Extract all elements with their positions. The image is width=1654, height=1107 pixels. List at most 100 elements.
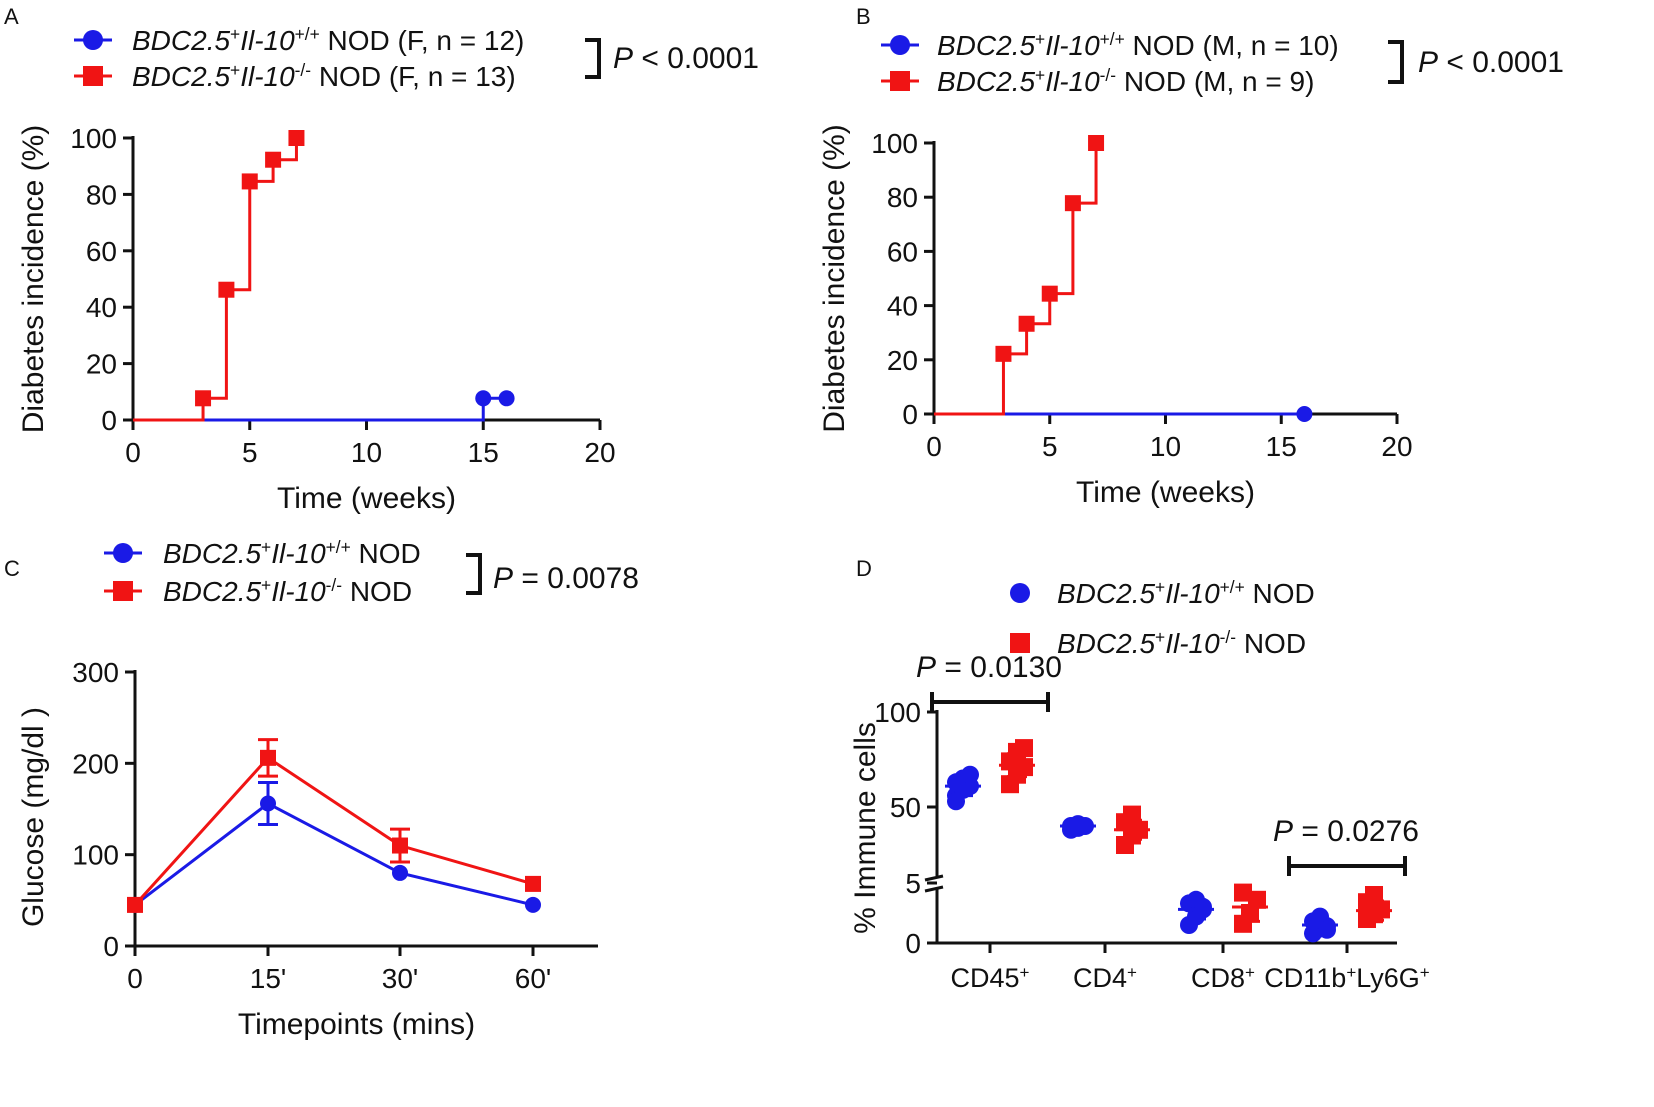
- panel-a-x-tick-label: 20: [584, 437, 615, 468]
- panel-b-y-tick-label: 80: [887, 182, 918, 213]
- panel-a-series-1-point: [241, 173, 258, 190]
- panel-letter-c: C: [4, 556, 20, 581]
- panel-d-series-0-point: [961, 765, 979, 784]
- panel-a-bracket: [585, 38, 601, 79]
- panel-b-legend-wt-marker: [890, 35, 910, 55]
- panel-a-x-tick-label: 15: [468, 437, 499, 468]
- panel-b-bracket: [1388, 40, 1404, 84]
- panel-letter-d: D: [856, 556, 872, 581]
- panel-c-y-tick-label: 300: [72, 657, 119, 688]
- panel-a-y-tick-label: 40: [86, 292, 117, 323]
- panel-b-legend-ko-label: BDC2.5+Il-10-/- NOD (M, n = 9): [937, 65, 1314, 97]
- panel-a-series-1-point: [218, 281, 235, 298]
- panel-b-y-tick-label: 100: [871, 128, 918, 159]
- panel-a-series-1-point: [288, 130, 305, 146]
- panel-b-series-0-point: [1296, 406, 1313, 422]
- panel-c-bracket: [466, 553, 482, 595]
- panel-d-legend-ko-marker: [1010, 633, 1030, 653]
- panel-c-x-tick-label: 60': [515, 963, 552, 994]
- panel-a-y-tick-label: 100: [70, 123, 117, 154]
- panel-c-series-0-point: [525, 896, 541, 913]
- panel-d-series-1-point: [1015, 758, 1033, 777]
- panel-c-y-tick-label: 100: [72, 840, 119, 871]
- panel-b-x-tick-label: 15: [1266, 431, 1297, 462]
- panel-d-x-tick-label: CD45+: [951, 963, 1030, 994]
- panel-b-p-value: P < 0.0001: [1418, 46, 1564, 79]
- panel-a-x-axis-label: Time (weeks): [277, 482, 456, 515]
- panel-b-y-tick-label: 0: [902, 399, 918, 430]
- panel-b-series-1-point: [995, 345, 1012, 362]
- panel-a-y-axis-label: Diabetes incidence (%): [17, 125, 50, 433]
- panel-a-legend-wt-marker: [83, 30, 103, 50]
- panel-c-series-1-point: [525, 875, 541, 892]
- panel-c-p-value: P = 0.0078: [493, 562, 639, 595]
- panel-c-legend-wt-marker: [113, 543, 133, 563]
- panel-d-axis-break: [924, 885, 944, 893]
- panel-d-series-0-point: [1311, 907, 1329, 926]
- panel-d-series-0-point: [1194, 898, 1212, 916]
- panel-d-comparison-p-value: P = 0.0276: [1273, 815, 1419, 848]
- panel-c-series-0-line: [134, 801, 534, 907]
- panel-d-y-axis-label: % Immune cells: [849, 722, 882, 934]
- panel-letter-a: A: [4, 4, 19, 29]
- panel-c-x-tick-label: 15': [250, 963, 287, 994]
- panel-d-y-tick-label: 5: [905, 868, 921, 899]
- panel-b-x-tick-label: 5: [1042, 431, 1058, 462]
- panel-b-x-tick-label: 0: [926, 431, 942, 462]
- panel-a-y-tick-label: 80: [86, 179, 117, 210]
- panel-d-x-tick-label: CD4+: [1073, 963, 1137, 994]
- panel-a-series-1-point: [265, 151, 282, 168]
- panel-d-y-tick-label: 100: [874, 697, 921, 728]
- panel-b-y-tick-label: 60: [887, 236, 918, 267]
- panel-b-series-1-line: [934, 143, 1098, 416]
- panel-a-y-tick-label: 20: [86, 349, 117, 380]
- panel-a-p-value: P < 0.0001: [613, 42, 759, 75]
- panel-b-series-1-point: [1064, 195, 1081, 212]
- panel-c-series-1-point: [392, 837, 408, 854]
- panel-c-series-1-point: [260, 749, 276, 766]
- panel-d-series-1-point: [1248, 890, 1266, 909]
- panel-letter-b: B: [856, 4, 871, 29]
- panel-a-legend-ko-marker: [83, 66, 103, 86]
- panel-c-x-axis-label: Timepoints (mins): [238, 1008, 475, 1041]
- panel-b-y-tick-label: 40: [887, 291, 918, 322]
- panel-d-axis-break: [924, 874, 944, 882]
- panel-d-legend-wt-label: BDC2.5+Il-10+/+ NOD: [1057, 577, 1315, 609]
- panel-c-legend-wt-label: BDC2.5+Il-10+/+ NOD: [163, 537, 421, 569]
- panel-d-comparison-p-value: P = 0.0130: [916, 651, 1062, 684]
- panel-d-y-tick-label: 50: [890, 792, 921, 823]
- panel-b-y-tick-label: 20: [887, 345, 918, 376]
- panel-c-x-tick-label: 0: [127, 963, 143, 994]
- panel-a-legend-wt-label: BDC2.5+Il-10+/+ NOD (F, n = 12): [132, 24, 524, 56]
- panel-a-y-tick-label: 0: [101, 405, 117, 436]
- panel-a-x-tick-label: 5: [242, 437, 258, 468]
- panel-c-y-tick-label: 0: [103, 931, 119, 962]
- panel-a-legend-ko-label: BDC2.5+Il-10-/- NOD (F, n = 13): [132, 60, 516, 92]
- panel-a-series-1-point: [195, 390, 212, 407]
- panel-c-series-0-point: [260, 795, 276, 812]
- panel-a-series-0-line: [133, 396, 507, 422]
- panel-d-x-tick-label: CD11b+Ly6G+: [1264, 963, 1430, 994]
- panel-d-y-tick-label: 0: [905, 928, 921, 959]
- panel-a-series-0-point: [475, 390, 492, 407]
- panel-c-y-axis-label: Glucose (mg/dl ): [17, 707, 50, 927]
- panel-a-x-tick-label: 0: [125, 437, 141, 468]
- panel-c-y-tick-label: 200: [72, 748, 119, 779]
- panel-b-x-axis-label: Time (weeks): [1076, 476, 1255, 509]
- panel-b-legend-ko-marker: [890, 71, 910, 91]
- panel-c-x-tick-label: 30': [382, 963, 419, 994]
- panel-b-series-1-point: [1088, 135, 1105, 151]
- panel-b-x-tick-label: 20: [1381, 431, 1412, 462]
- panel-a-series-0-point: [498, 390, 515, 407]
- panel-c-series-1-line: [133, 755, 534, 906]
- panel-d-legend-ko-label: BDC2.5+Il-10-/- NOD: [1057, 627, 1306, 659]
- panel-c-legend-ko-marker: [113, 581, 133, 601]
- panel-c-series-1-point: [127, 896, 143, 913]
- panel-b-y-axis-label: Diabetes incidence (%): [818, 124, 851, 432]
- panel-c-legend-ko-label: BDC2.5+Il-10-/- NOD: [163, 575, 412, 607]
- panel-b-legend-wt-label: BDC2.5+Il-10+/+ NOD (M, n = 10): [937, 29, 1339, 61]
- panel-a-y-tick-label: 60: [86, 236, 117, 267]
- panel-b-series-1-point: [1018, 315, 1035, 332]
- panel-d-legend-wt-marker: [1010, 583, 1030, 603]
